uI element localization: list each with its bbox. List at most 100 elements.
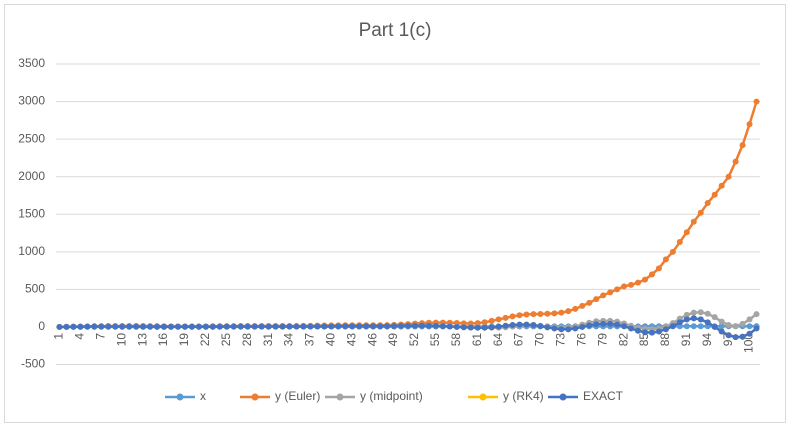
data-point	[739, 333, 746, 340]
data-point	[307, 323, 314, 330]
data-point	[502, 314, 509, 321]
legend-marker	[479, 393, 487, 401]
data-point	[216, 323, 223, 330]
data-point	[112, 323, 119, 330]
data-point	[70, 323, 77, 330]
data-point	[628, 325, 635, 332]
data-point	[690, 315, 697, 322]
legend-marker	[251, 393, 259, 401]
data-point	[544, 310, 551, 317]
data-point	[488, 317, 495, 324]
data-point	[328, 323, 335, 330]
x-tick-label: 91	[679, 333, 693, 347]
x-tick-label: 49	[386, 333, 400, 347]
data-point	[188, 323, 195, 330]
x-tick-label: 85	[637, 333, 651, 347]
data-point	[725, 332, 732, 339]
data-point	[530, 322, 537, 329]
x-tick-label: 67	[512, 333, 526, 347]
data-point	[84, 323, 91, 330]
data-point	[223, 323, 230, 330]
data-point	[579, 323, 586, 330]
x-tick-label: 40	[323, 333, 337, 347]
data-point	[690, 309, 697, 316]
data-point	[523, 311, 530, 318]
data-point	[509, 313, 516, 320]
data-point	[342, 323, 349, 330]
data-point	[202, 323, 209, 330]
x-tick-label: 28	[240, 333, 254, 347]
data-point	[648, 271, 655, 278]
y-tick-label: 500	[25, 282, 45, 296]
x-tick-label: 58	[449, 333, 463, 347]
y-tick-label: 2500	[18, 131, 45, 145]
data-point	[746, 323, 753, 330]
data-point	[572, 325, 579, 332]
data-point	[356, 323, 363, 330]
data-point	[126, 323, 133, 330]
data-point	[704, 310, 711, 317]
data-point	[669, 248, 676, 255]
legend-label: x	[200, 389, 206, 403]
data-point	[753, 311, 760, 318]
x-tick-label: 70	[533, 333, 547, 347]
data-point	[683, 229, 690, 236]
data-point	[300, 323, 307, 330]
data-point	[669, 323, 676, 330]
x-tick-label: 25	[219, 333, 233, 347]
data-point	[718, 328, 725, 335]
data-point	[530, 311, 537, 318]
data-point	[314, 323, 321, 330]
data-point	[391, 323, 398, 330]
series	[56, 315, 760, 341]
data-point	[690, 218, 697, 225]
data-point	[641, 276, 648, 283]
data-point	[147, 323, 154, 330]
data-point	[321, 323, 328, 330]
x-tick-label: 52	[407, 333, 421, 347]
data-point	[704, 319, 711, 326]
x-tick-label: 73	[554, 333, 568, 347]
data-point	[648, 329, 655, 336]
data-point	[621, 323, 628, 330]
data-point	[502, 322, 509, 329]
data-point	[725, 322, 732, 329]
data-point	[460, 324, 467, 331]
data-point	[195, 323, 202, 330]
data-point	[279, 323, 286, 330]
legend-label: y (RK4)	[503, 389, 544, 403]
y-tick-label: 3500	[18, 56, 45, 70]
data-point	[600, 292, 607, 299]
data-point	[593, 321, 600, 328]
data-point	[697, 309, 704, 316]
data-point	[370, 323, 377, 330]
data-point	[558, 309, 565, 316]
data-point	[697, 316, 704, 323]
data-point	[718, 323, 725, 330]
data-point	[495, 316, 502, 323]
data-point	[683, 311, 690, 318]
data-point	[641, 329, 648, 336]
data-point	[209, 323, 216, 330]
x-tick-label: 19	[177, 333, 191, 347]
y-tick-label: 2000	[18, 169, 45, 183]
data-point	[690, 323, 697, 330]
data-point	[732, 334, 739, 341]
data-point	[56, 323, 63, 330]
data-point	[614, 286, 621, 293]
x-tick-label: 94	[700, 333, 714, 347]
data-point	[244, 323, 251, 330]
data-point	[683, 316, 690, 323]
data-point	[565, 326, 572, 333]
x-tick-label: 46	[365, 333, 379, 347]
data-point	[697, 209, 704, 216]
data-point	[697, 323, 704, 330]
data-point	[453, 323, 460, 330]
data-point	[174, 323, 181, 330]
data-point	[739, 320, 746, 327]
x-tick-label: 10	[114, 333, 128, 347]
data-point	[565, 308, 572, 315]
data-point	[258, 323, 265, 330]
data-point	[593, 296, 600, 303]
data-point	[732, 158, 739, 165]
